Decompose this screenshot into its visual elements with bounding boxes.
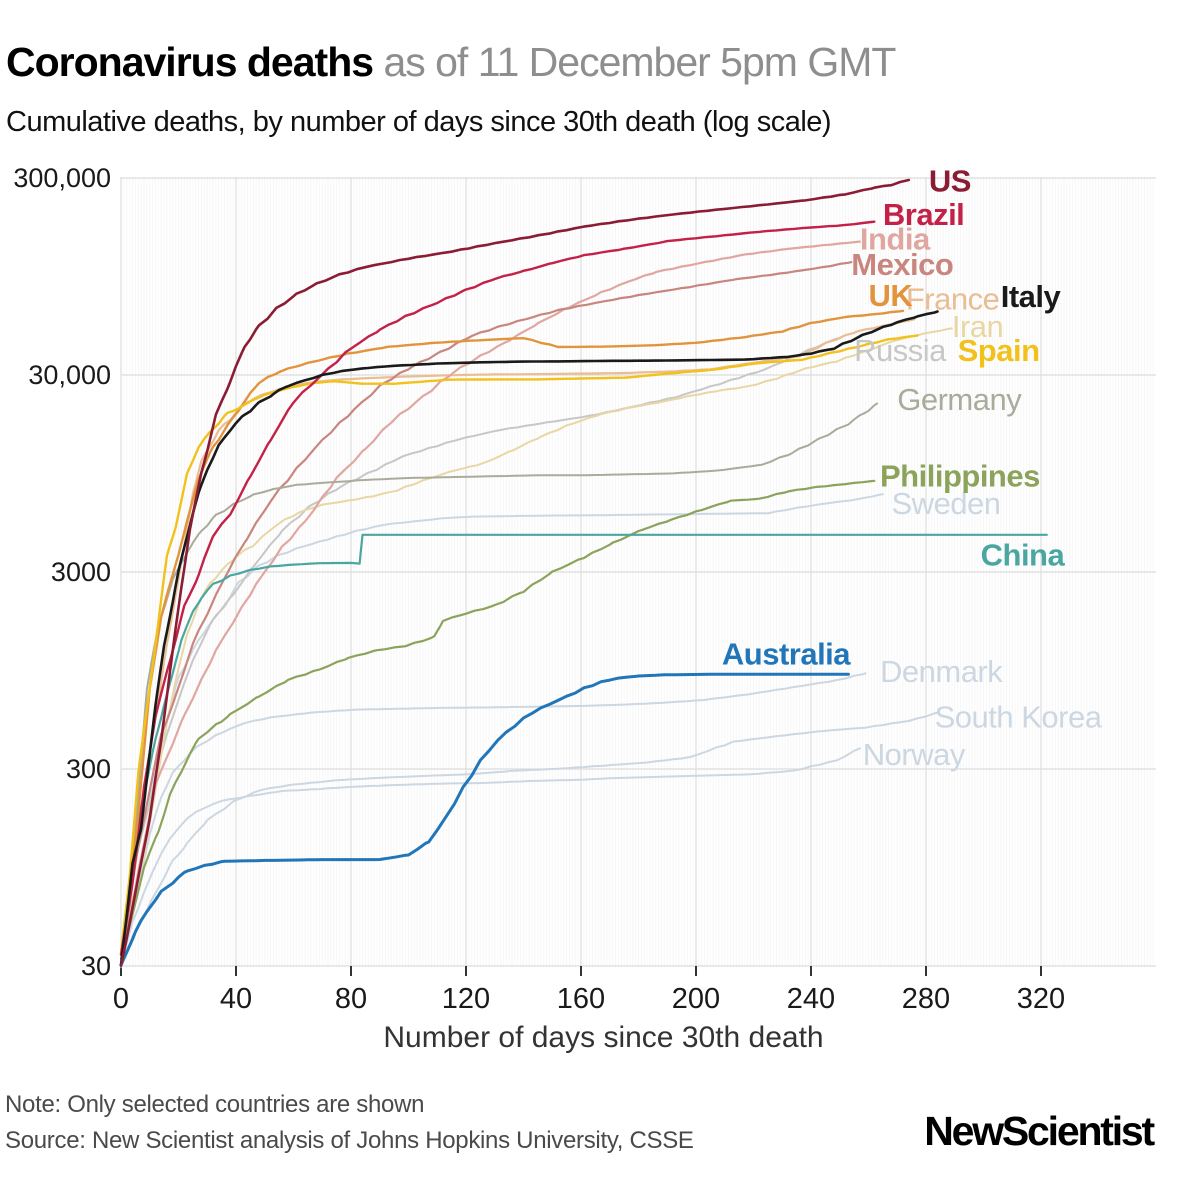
chart-note: Note: Only selected countries are shown [5,1091,425,1118]
series-line-south-korea [120,711,939,969]
series-line-spain [119,334,919,955]
series-label-brazil: Brazil [883,197,964,232]
y-tick-label: 30,000 [28,360,111,390]
chart-header: Coronavirus deaths as of 11 December 5pm… [6,39,1186,139]
series-line-germany [120,402,879,968]
series-line-sweden [120,493,884,967]
series-label-mexico: Mexico [851,247,953,282]
series-line-norway [120,747,861,968]
x-tick-label: 320 [1017,983,1065,1015]
x-tick-label: 120 [442,983,490,1015]
series-label-norway: Norway [863,737,966,772]
series-label-china: China [981,538,1066,573]
series-label-uk: UK [869,278,914,313]
x-axis-title: Number of days since 30th death [383,1021,823,1054]
x-tick-label: 280 [902,983,950,1015]
series-line-china [119,533,1048,969]
series-label-italy: Italy [1001,279,1062,314]
series-label-australia: Australia [722,637,851,672]
chart-subtitle: Cumulative deaths, by number of days sin… [6,106,832,139]
x-tick-label: 0 [113,983,129,1015]
series-line-uk [119,309,905,955]
x-tick-label: 200 [672,983,720,1015]
series-label-iran: Iran [952,309,1003,344]
series-label-spain: Spain [958,333,1040,368]
series-line-russia [120,337,838,968]
series-line-italy [119,310,939,967]
series-label-south-korea: South Korea [935,700,1103,735]
series-line-denmark [120,672,867,968]
chart-source: Source: New Scientist analysis of Johns … [5,1127,694,1154]
series-label-philippines: Philippines [880,459,1040,494]
series-line-india [119,240,861,967]
series-label-us: US [929,163,971,198]
series-label-france: France [906,281,999,316]
series-line-us [119,178,911,967]
series-line-brazil [119,220,876,956]
newscientist-logo: NewScientist [924,1108,1155,1154]
series-label-india: India [860,222,931,257]
series-line-iran [120,327,953,967]
series-line-australia [119,672,850,967]
series-label-sweden: Sweden [892,486,1001,521]
series-line-philippines [119,479,876,960]
series-label-russia: Russia [854,333,947,368]
x-tick-label: 240 [787,983,835,1015]
x-tick-label: 80 [335,983,367,1015]
title-date: as of 11 December 5pm GMT [373,39,896,85]
series-label-denmark: Denmark [880,654,1003,689]
series-label-germany: Germany [897,382,1022,417]
y-tick-label: 300,000 [13,163,111,193]
y-tick-label: 30 [81,951,111,981]
x-tick-label: 160 [557,983,605,1015]
title-main: Coronavirus deaths [6,39,374,85]
y-tick-label: 3000 [51,557,111,587]
x-tick-label: 40 [220,983,252,1015]
page-title: Coronavirus deaths as of 11 December 5pm… [6,39,1186,85]
y-tick-label: 300 [66,754,111,784]
